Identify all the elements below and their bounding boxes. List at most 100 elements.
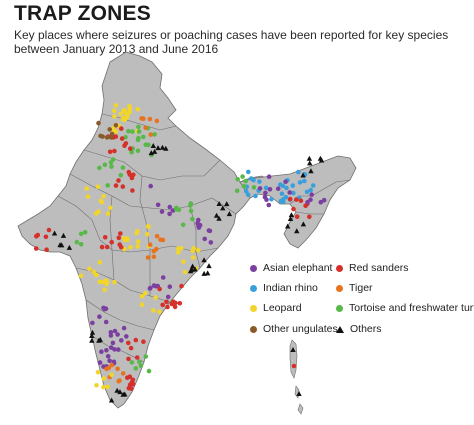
leopard-marker: [105, 384, 110, 390]
asian-elephant-marker: [99, 349, 104, 355]
leopard-marker: [190, 255, 196, 260]
red-sanders-marker: [126, 169, 132, 175]
other-ungulates-dot-icon: [250, 325, 257, 333]
asian-elephant-marker: [160, 275, 166, 280]
leopard-marker: [101, 384, 106, 390]
red-sanders-marker: [294, 197, 299, 202]
others-marker: [58, 242, 65, 248]
leopard-marker: [181, 259, 186, 264]
tortoise-marker: [234, 188, 240, 194]
asian-elephant-marker: [167, 284, 173, 290]
tortoise-marker: [143, 354, 149, 359]
asian-elephant-marker: [283, 179, 288, 184]
asian-elephant-marker: [167, 211, 172, 217]
asian-elephant-marker: [275, 186, 281, 191]
leopard-marker: [157, 309, 162, 315]
asian-elephant-marker: [266, 202, 272, 208]
indian-rhino-marker: [297, 180, 303, 185]
others-marker: [213, 212, 220, 218]
leopard-marker: [124, 115, 129, 120]
leopard-marker: [143, 290, 148, 296]
others-marker: [216, 201, 222, 207]
tiger-marker: [151, 254, 157, 260]
leopard-marker: [146, 224, 151, 229]
tortoise-marker: [126, 128, 131, 134]
indian-rhino-marker: [280, 183, 286, 189]
leopard-marker: [122, 246, 127, 252]
others-triangle-icon: [336, 325, 344, 333]
red-sanders-marker: [130, 188, 135, 193]
tiger-marker: [145, 255, 151, 260]
asian-elephant-marker: [97, 314, 102, 320]
tortoise-marker: [190, 216, 195, 222]
others-marker: [150, 143, 156, 149]
others-marker: [306, 155, 313, 161]
others-marker: [189, 263, 196, 269]
red-sanders-marker: [298, 198, 304, 203]
other-ungulates-marker: [113, 123, 119, 128]
leopard-marker: [128, 245, 133, 250]
red-sanders-marker: [126, 356, 131, 362]
legend-label: Asian elephant: [263, 262, 333, 274]
others-marker: [159, 144, 166, 150]
other-ungulates-marker: [96, 120, 101, 126]
red-sanders-marker: [109, 239, 114, 245]
tiger-marker: [154, 233, 160, 239]
leopard-marker: [94, 383, 99, 388]
tortoise-marker: [120, 165, 126, 170]
other-ungulates-marker: [107, 127, 112, 132]
others-marker: [220, 205, 226, 211]
red-sanders-marker: [157, 286, 162, 292]
indian-rhino-marker: [263, 185, 269, 191]
tortoise-marker: [129, 360, 135, 365]
red-sanders-marker: [307, 214, 312, 220]
tortoise-marker: [152, 132, 157, 137]
red-sanders-dot-icon: [336, 264, 343, 272]
others-marker: [290, 347, 296, 352]
legend-tortoise: Tortoise and freshwater turtles: [336, 302, 474, 314]
other-ungulates-marker: [108, 135, 114, 140]
tortoise-marker: [102, 162, 108, 168]
leopard-marker: [120, 117, 125, 122]
nicobar-islands: [294, 385, 304, 415]
asian-elephant-marker: [105, 354, 111, 359]
tortoise-marker: [108, 160, 114, 165]
red-sanders-marker: [291, 206, 296, 212]
leopard-marker: [109, 372, 114, 378]
tortoise-dot-icon: [336, 304, 343, 312]
map-title: TRAP ZONES: [14, 2, 151, 25]
others-marker: [308, 168, 314, 174]
asian-elephant-dot-icon: [250, 264, 257, 272]
red-sanders-marker: [294, 214, 300, 219]
asian-elephant-marker: [110, 340, 116, 346]
indian-rhino-marker: [245, 192, 251, 197]
asian-elephant-marker: [121, 325, 127, 331]
red-sanders-marker: [164, 299, 169, 305]
red-sanders-marker: [46, 227, 52, 233]
tortoise-marker: [118, 172, 124, 178]
asian-elephant-marker: [263, 190, 268, 196]
leopard-marker: [151, 308, 156, 313]
asian-elephant-marker: [170, 208, 176, 213]
legend-asian-elephant: Asian elephant: [250, 262, 332, 274]
red-sanders-marker: [102, 235, 108, 240]
asian-elephant-marker: [112, 328, 118, 334]
asian-elephant-marker: [90, 320, 95, 326]
leopard-marker: [135, 239, 141, 244]
tortoise-marker: [136, 135, 141, 141]
red-sanders-marker: [116, 235, 122, 241]
legend-indian-rhino: Indian rhino: [250, 282, 318, 294]
tortoise-marker: [143, 142, 149, 147]
indian-rhino-marker: [302, 178, 307, 184]
leopard-marker: [176, 246, 181, 251]
tortoise-marker: [133, 366, 139, 371]
indian-rhino-marker: [246, 169, 251, 175]
tortoise-marker: [241, 183, 247, 189]
others-marker: [201, 257, 207, 263]
leopard-marker: [111, 108, 117, 114]
asian-elephant-marker: [321, 197, 327, 203]
tortoise-marker: [136, 129, 142, 134]
red-sanders-marker: [119, 126, 124, 131]
tiger-marker: [106, 365, 112, 371]
